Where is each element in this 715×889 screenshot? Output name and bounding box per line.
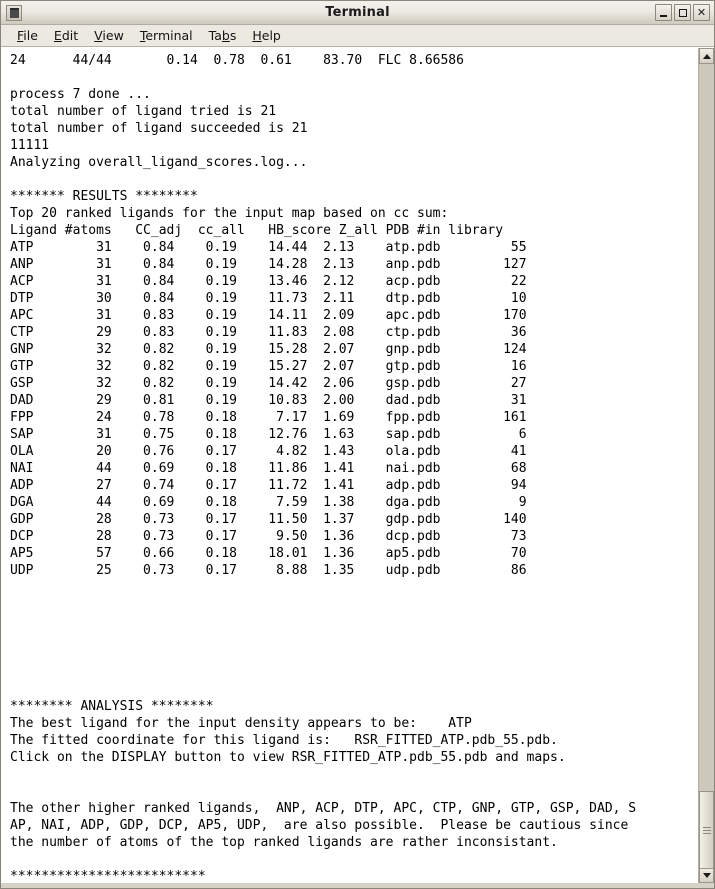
menu-edit-mnemonic: E bbox=[53, 28, 62, 43]
close-icon: ✕ bbox=[696, 6, 707, 19]
maximize-button[interactable] bbox=[674, 4, 691, 21]
menu-bar: File Edit View Terminal Tabs Help bbox=[1, 25, 714, 47]
scrollbar-track[interactable] bbox=[699, 64, 714, 869]
menu-terminal-mnemonic: T bbox=[139, 28, 146, 43]
menu-help-mnemonic: H bbox=[252, 28, 262, 43]
scroll-down-button[interactable] bbox=[699, 867, 714, 883]
close-button[interactable]: ✕ bbox=[693, 4, 710, 21]
terminal-icon-inner bbox=[9, 7, 19, 18]
window-controls: ✕ bbox=[655, 4, 710, 21]
menu-file-mnemonic: F bbox=[17, 28, 24, 43]
menu-help-after: elp bbox=[261, 28, 281, 43]
window-title: Terminal bbox=[325, 5, 390, 20]
menu-edit-after: dit bbox=[61, 28, 79, 43]
menu-tabs-before: Ta bbox=[208, 28, 222, 43]
menu-view-mnemonic: V bbox=[94, 28, 103, 43]
maximize-icon bbox=[678, 8, 687, 17]
menu-item-edit[interactable]: Edit bbox=[46, 27, 86, 44]
minimize-button[interactable] bbox=[655, 4, 672, 21]
menu-item-file[interactable]: File bbox=[9, 27, 46, 44]
menu-view-after: iew bbox=[102, 28, 124, 43]
menu-tabs-mnemonic: b bbox=[221, 28, 230, 43]
menu-tabs-after: s bbox=[229, 28, 237, 43]
scrollbar-thumb[interactable] bbox=[699, 791, 714, 869]
scroll-up-button[interactable] bbox=[699, 48, 714, 64]
scrollbar-grip-icon bbox=[702, 826, 711, 834]
terminal-area: 24 44/44 0.14 0.78 0.61 83.70 FLC 8.6658… bbox=[1, 47, 714, 883]
scroll-up-icon bbox=[702, 53, 711, 59]
terminal-icon bbox=[6, 4, 22, 21]
menu-item-help[interactable]: Help bbox=[244, 27, 289, 44]
minimize-icon bbox=[660, 14, 667, 17]
menu-item-terminal[interactable]: Terminal bbox=[132, 27, 201, 44]
menu-file-after: ile bbox=[23, 28, 38, 43]
menu-terminal-after: erminal bbox=[145, 28, 193, 43]
terminal-output: 24 44/44 0.14 0.78 0.61 83.70 FLC 8.6658… bbox=[10, 53, 637, 883]
window-bottom-edge bbox=[1, 883, 714, 888]
terminal-screen[interactable]: 24 44/44 0.14 0.78 0.61 83.70 FLC 8.6658… bbox=[1, 48, 698, 883]
menu-item-view[interactable]: View bbox=[86, 27, 132, 44]
vertical-scrollbar[interactable] bbox=[698, 48, 714, 883]
scroll-down-icon bbox=[702, 872, 711, 878]
title-bar[interactable]: Terminal ✕ bbox=[1, 1, 714, 25]
menu-item-tabs[interactable]: Tabs bbox=[201, 27, 245, 44]
